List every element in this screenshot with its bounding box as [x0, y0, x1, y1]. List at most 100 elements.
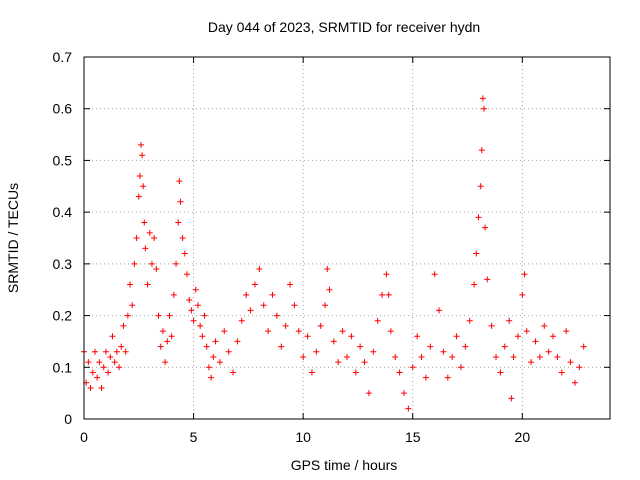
data-point	[523, 328, 530, 335]
data-point	[179, 235, 186, 241]
data-point	[265, 328, 272, 335]
y-tick-label: 0.3	[53, 256, 73, 272]
data-point	[194, 302, 201, 309]
data-point	[324, 266, 331, 273]
data-point	[98, 384, 105, 391]
data-point	[122, 348, 129, 355]
data-point	[234, 338, 241, 345]
data-point	[109, 333, 116, 340]
data-point	[471, 281, 478, 288]
data-point	[528, 359, 535, 366]
data-point	[256, 266, 263, 273]
data-point	[168, 333, 175, 340]
data-point	[554, 353, 561, 360]
y-axis-label: SRMTID / TECUs	[5, 183, 21, 293]
data-point	[365, 390, 372, 397]
data-point	[111, 359, 118, 366]
x-tick-label: 0	[80, 429, 88, 445]
data-point	[243, 291, 250, 298]
data-point	[545, 348, 552, 355]
data-point	[514, 333, 521, 340]
data-point	[166, 312, 173, 319]
data-point	[225, 348, 232, 355]
data-point	[431, 271, 438, 278]
data-point	[482, 224, 489, 231]
data-point	[541, 322, 548, 329]
data-point	[385, 291, 392, 298]
data-point	[176, 178, 183, 185]
grid-lines	[83, 56, 610, 420]
data-point	[96, 359, 103, 366]
data-point	[148, 260, 155, 267]
data-point	[444, 374, 451, 381]
data-point	[383, 271, 390, 278]
data-point	[477, 183, 484, 190]
data-point	[278, 343, 285, 350]
data-point	[392, 353, 399, 360]
data-point	[308, 369, 315, 376]
data-point	[89, 369, 96, 376]
data-point	[146, 229, 153, 236]
data-point	[131, 260, 138, 267]
data-point	[113, 348, 120, 355]
y-tick-label: 0.7	[53, 49, 73, 65]
data-point	[205, 364, 212, 371]
data-point	[164, 338, 171, 345]
data-point	[473, 250, 480, 257]
data-point	[462, 343, 469, 350]
y-tick-label: 0.2	[53, 308, 73, 324]
data-point	[478, 147, 485, 154]
data-point	[181, 250, 188, 257]
data-point	[501, 343, 508, 350]
data-point	[203, 343, 210, 350]
data-point	[436, 307, 443, 314]
data-point	[85, 359, 92, 366]
x-tick-label: 5	[190, 429, 198, 445]
data-point	[348, 333, 355, 340]
data-point	[137, 141, 144, 148]
x-tick-label: 10	[295, 429, 311, 445]
data-point	[571, 379, 578, 386]
data-point	[153, 266, 160, 273]
data-point	[162, 359, 169, 366]
data-point	[466, 317, 473, 324]
data-point	[136, 172, 143, 179]
data-point	[170, 291, 177, 298]
data-point	[100, 364, 107, 371]
data-point	[475, 214, 482, 221]
data-point	[313, 348, 320, 355]
data-point	[273, 312, 280, 319]
data-point	[550, 333, 557, 340]
data-point	[141, 219, 148, 226]
x-tick-label: 20	[515, 429, 531, 445]
data-point	[188, 307, 195, 314]
data-point	[208, 374, 215, 381]
data-point	[177, 198, 184, 205]
chart-title: Day 044 of 2023, SRMTID for receiver hyd…	[208, 19, 480, 35]
data-point	[536, 353, 543, 360]
data-point	[396, 369, 403, 376]
data-point	[488, 322, 495, 329]
x-tick-labels: 0 5 10 15 20	[80, 429, 530, 445]
data-point	[409, 364, 416, 371]
data-point	[400, 390, 407, 397]
data-point	[493, 353, 500, 360]
data-point	[87, 384, 94, 391]
data-point	[567, 359, 574, 366]
data-point	[247, 307, 254, 314]
data-point	[405, 405, 412, 412]
data-point	[118, 343, 125, 350]
data-point	[457, 364, 464, 371]
data-point	[449, 353, 456, 360]
y-tick-label: 0.6	[53, 101, 73, 117]
data-point	[427, 343, 434, 350]
data-point	[317, 322, 324, 329]
data-point	[370, 348, 377, 355]
y-tick-label: 0.5	[53, 152, 73, 168]
data-point	[521, 271, 528, 278]
data-point	[129, 302, 136, 309]
data-point	[335, 359, 342, 366]
data-point	[379, 291, 386, 298]
data-point	[508, 395, 515, 402]
data-point	[344, 353, 350, 360]
